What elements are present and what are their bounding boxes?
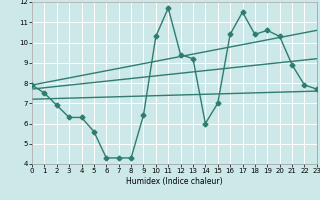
X-axis label: Humidex (Indice chaleur): Humidex (Indice chaleur) [126, 177, 223, 186]
